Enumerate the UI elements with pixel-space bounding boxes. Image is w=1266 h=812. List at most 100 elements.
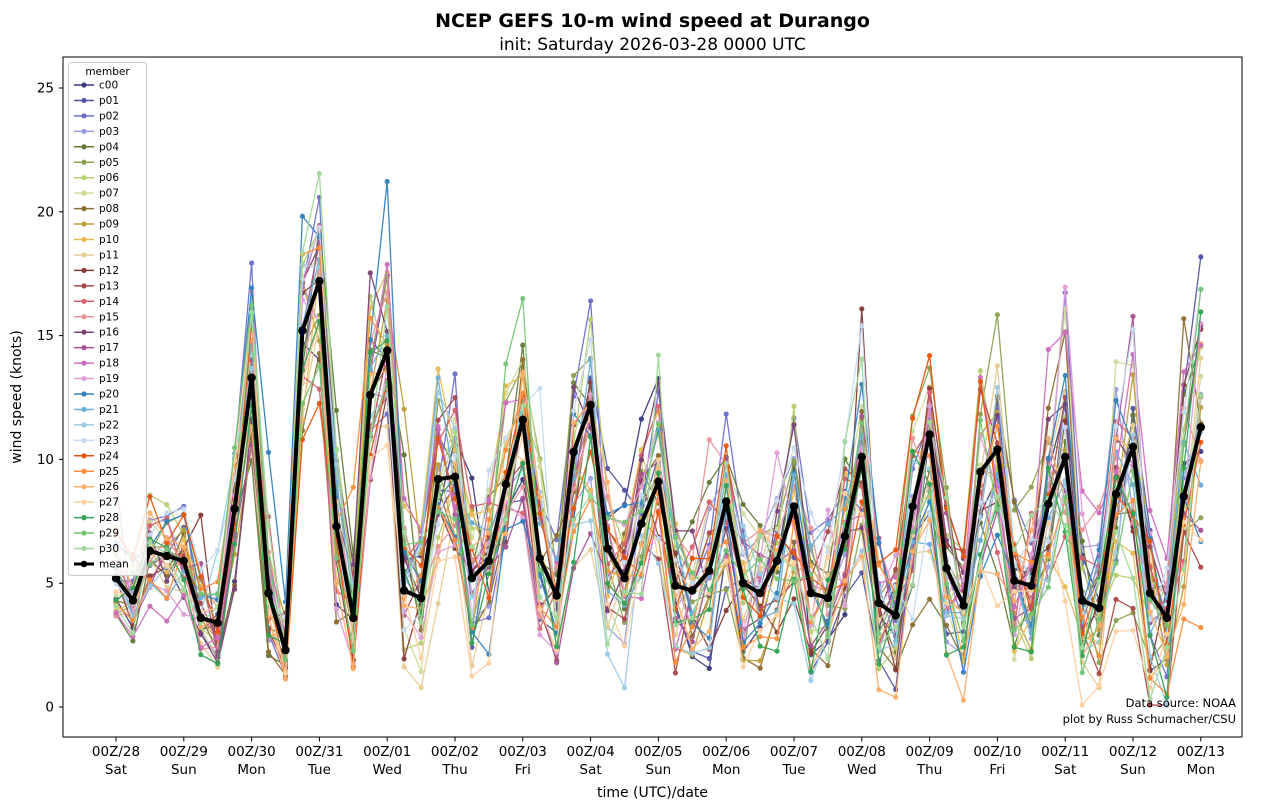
- member-marker: [1096, 579, 1102, 585]
- member-marker: [808, 668, 814, 675]
- member-marker: [1113, 423, 1119, 430]
- mean-marker: [823, 593, 833, 603]
- member-marker: [994, 506, 1001, 512]
- member-marker: [469, 475, 475, 481]
- member-marker: [604, 580, 611, 586]
- member-marker: [994, 412, 1001, 418]
- mean-marker: [383, 346, 392, 355]
- member-marker: [638, 492, 645, 498]
- member-marker: [164, 562, 170, 568]
- legend-marker: [81, 453, 87, 459]
- member-marker: [757, 658, 763, 664]
- mean-marker: [162, 551, 171, 561]
- mean-marker: [772, 556, 782, 566]
- legend-marker: [81, 283, 87, 289]
- member-marker: [723, 548, 729, 554]
- member-marker: [774, 497, 780, 504]
- member-marker: [689, 570, 695, 576]
- mean-marker: [366, 390, 375, 400]
- member-marker: [621, 600, 628, 606]
- member-marker: [893, 552, 899, 558]
- x-tick-label-utc: 00Z/02: [431, 744, 479, 760]
- member-marker: [927, 596, 933, 602]
- member-marker: [164, 510, 170, 516]
- member-marker: [1096, 671, 1102, 677]
- member-marker: [418, 669, 424, 675]
- member-marker: [469, 640, 475, 646]
- member-marker: [520, 295, 526, 302]
- member-marker: [249, 302, 255, 309]
- member-marker: [198, 574, 204, 580]
- member-marker: [1113, 529, 1119, 535]
- member-marker: [181, 506, 187, 512]
- y-tick-label: 5: [45, 576, 54, 592]
- member-marker: [503, 544, 509, 550]
- member-marker: [1147, 653, 1153, 659]
- member-marker: [1130, 575, 1136, 581]
- member-marker: [215, 547, 221, 554]
- mean-marker: [789, 502, 799, 511]
- member-marker: [621, 519, 628, 525]
- legend-item-label: p06: [99, 172, 119, 184]
- member-marker: [842, 476, 848, 482]
- member-marker: [604, 651, 611, 657]
- member-marker: [1181, 566, 1187, 572]
- member-marker: [486, 571, 492, 577]
- legend-item-p09: p09: [74, 219, 119, 231]
- member-marker: [486, 516, 492, 523]
- member-marker: [1028, 527, 1034, 534]
- member-marker: [435, 521, 441, 527]
- member-marker: [638, 508, 645, 514]
- member-marker: [977, 559, 984, 565]
- legend-marker: [81, 484, 87, 490]
- member-marker: [1079, 702, 1085, 708]
- member-marker: [1011, 547, 1017, 553]
- mean-marker: [1162, 613, 1172, 623]
- member-marker: [655, 560, 662, 567]
- member-marker: [588, 493, 594, 499]
- legend-item-label: p01: [99, 95, 119, 107]
- member-marker: [1045, 564, 1051, 570]
- member-marker: [554, 556, 560, 562]
- member-marker: [469, 543, 475, 550]
- member-marker: [147, 532, 153, 538]
- plot-area: [63, 57, 1242, 737]
- mean-marker: [1010, 576, 1019, 585]
- member-marker: [164, 518, 170, 525]
- member-marker: [927, 541, 933, 547]
- member-marker: [1130, 326, 1136, 332]
- x-tick-label-day: Thu: [916, 762, 942, 778]
- member-marker: [859, 511, 865, 517]
- legend-item-label: c00: [99, 80, 118, 92]
- legend-item-label: p27: [99, 497, 119, 509]
- member-marker: [1164, 662, 1170, 668]
- member-marker: [299, 437, 305, 443]
- mean-marker: [349, 613, 358, 623]
- mean-marker: [1094, 603, 1104, 613]
- member-marker: [994, 549, 1001, 556]
- member-marker: [503, 531, 509, 537]
- series-group: [111, 170, 1206, 708]
- member-marker: [706, 655, 712, 662]
- mean-marker: [874, 598, 883, 608]
- x-tick-label-utc: 00Z/31: [295, 744, 343, 760]
- member-marker: [537, 464, 543, 470]
- member-marker: [1062, 284, 1068, 290]
- member-marker: [994, 423, 1001, 429]
- x-tick-label-utc: 00Z/28: [92, 744, 140, 760]
- x-tick-label-day: Tue: [781, 762, 805, 778]
- member-marker: [181, 544, 187, 550]
- member-marker: [825, 572, 831, 578]
- mean-marker: [654, 477, 663, 486]
- x-tick-label-utc: 00Z/05: [634, 744, 682, 760]
- member-marker: [520, 356, 526, 363]
- legend-marker: [81, 391, 87, 397]
- member-marker: [367, 337, 373, 343]
- member-marker: [1062, 401, 1068, 407]
- y-tick-label: 0: [45, 700, 54, 716]
- x-tick-label-utc: 00Z/30: [228, 744, 276, 760]
- legend-marker: [81, 360, 87, 366]
- member-marker: [689, 519, 695, 525]
- legend-item-p25: p25: [74, 466, 119, 478]
- member-marker: [723, 411, 729, 417]
